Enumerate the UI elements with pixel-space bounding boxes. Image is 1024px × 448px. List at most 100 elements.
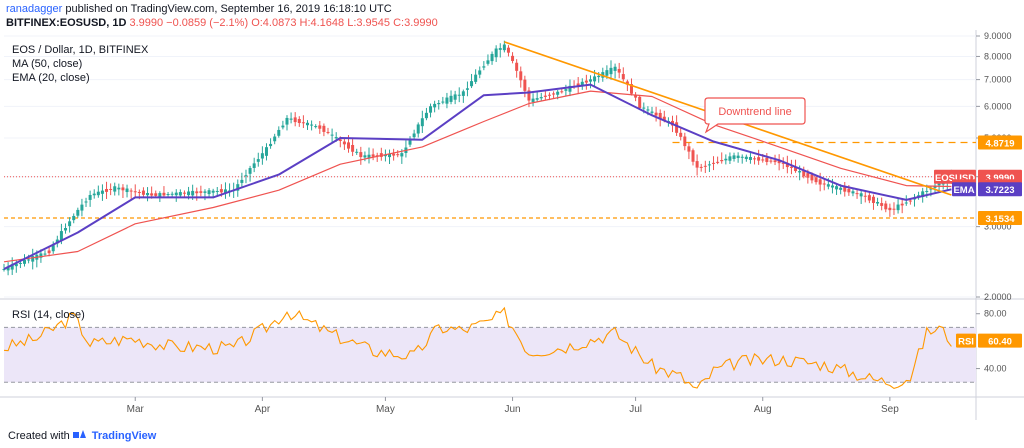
ema-price-label: 3.7223 [985, 185, 1014, 196]
candle [564, 89, 568, 91]
candle [330, 134, 334, 136]
candle [757, 157, 761, 161]
candle [658, 112, 662, 120]
candle [174, 192, 178, 196]
candle [486, 60, 490, 64]
rsi-line [3, 306, 952, 390]
candle [798, 171, 802, 173]
candle [761, 159, 765, 161]
candle [105, 188, 109, 192]
candle [867, 195, 871, 201]
candle [892, 208, 896, 210]
candle [117, 187, 121, 190]
candle [712, 162, 716, 164]
candle [474, 74, 478, 82]
candle [839, 187, 843, 190]
rsi-value-label: 60.40 [988, 337, 1012, 348]
candle [182, 192, 186, 194]
candle [18, 262, 22, 264]
candle [810, 174, 814, 181]
rsi-value-label-bg [978, 333, 1022, 348]
footer-brand[interactable]: TradingView [91, 430, 157, 442]
candle [359, 152, 363, 158]
candle [855, 193, 859, 195]
candle [211, 190, 215, 193]
candle [531, 98, 535, 102]
legend-ma: MA (50, close) [12, 58, 83, 70]
candle [72, 215, 76, 221]
candle [576, 83, 580, 86]
candle [925, 190, 929, 192]
time-tick-label: Sep [881, 404, 899, 415]
ema-price-label-bg [978, 182, 1022, 197]
candle [301, 122, 305, 124]
footer: Created with TradingView [8, 429, 156, 443]
time-tick-label: Aug [754, 404, 772, 415]
price-tick-label: 8.0000 [984, 51, 1012, 61]
candle [68, 221, 72, 227]
candle [523, 79, 527, 91]
candle [150, 193, 154, 196]
price-tick-label: 6.0000 [984, 101, 1012, 111]
candle [137, 191, 141, 193]
candle [646, 109, 650, 111]
candle [482, 66, 486, 68]
candle [277, 129, 281, 136]
level-label-resistance-bg [978, 135, 1022, 150]
last-price-label: 3.9990 [985, 173, 1014, 184]
candle [937, 183, 941, 186]
candle [445, 97, 449, 104]
candle [584, 80, 588, 83]
candle [888, 207, 892, 211]
candle [687, 146, 691, 152]
candle [724, 158, 728, 161]
candle [552, 93, 556, 95]
footer-created-with: Created with [8, 430, 70, 442]
candle [568, 85, 572, 92]
candle [113, 186, 117, 192]
candle [453, 94, 457, 100]
candle [470, 81, 474, 87]
candle [6, 266, 10, 271]
candle [191, 190, 195, 196]
candle [285, 117, 289, 125]
candle [31, 256, 35, 262]
candle [260, 153, 264, 159]
candle [835, 186, 839, 190]
candle [921, 191, 925, 197]
candle [634, 94, 638, 98]
candle [281, 125, 285, 128]
candle [55, 239, 59, 244]
candle [252, 163, 256, 168]
candle [244, 175, 248, 177]
candle [154, 193, 158, 196]
candle [490, 53, 494, 62]
candle [732, 155, 736, 159]
candle [388, 153, 392, 158]
candle [351, 144, 355, 152]
candle [318, 125, 322, 129]
candle [535, 98, 539, 100]
candle [441, 101, 445, 103]
time-tick-label: Jul [629, 404, 642, 415]
price-tick-label: 9.0000 [984, 31, 1012, 41]
legend-rsi: RSI (14, close) [12, 309, 85, 321]
candle [371, 154, 375, 157]
candle [437, 103, 441, 105]
time-tick-label: Mar [127, 404, 145, 415]
candle [543, 95, 547, 97]
candle [773, 160, 777, 163]
candle [219, 189, 223, 193]
candle [650, 111, 654, 113]
candle [396, 154, 400, 156]
candle [84, 201, 88, 203]
candle [10, 264, 14, 270]
candle [728, 156, 732, 161]
candle [539, 97, 543, 99]
candle [236, 184, 240, 191]
candle [605, 70, 609, 76]
author-link[interactable]: ranadagger [6, 3, 63, 15]
candle [334, 137, 338, 139]
tradingview-logo-icon [72, 429, 89, 443]
